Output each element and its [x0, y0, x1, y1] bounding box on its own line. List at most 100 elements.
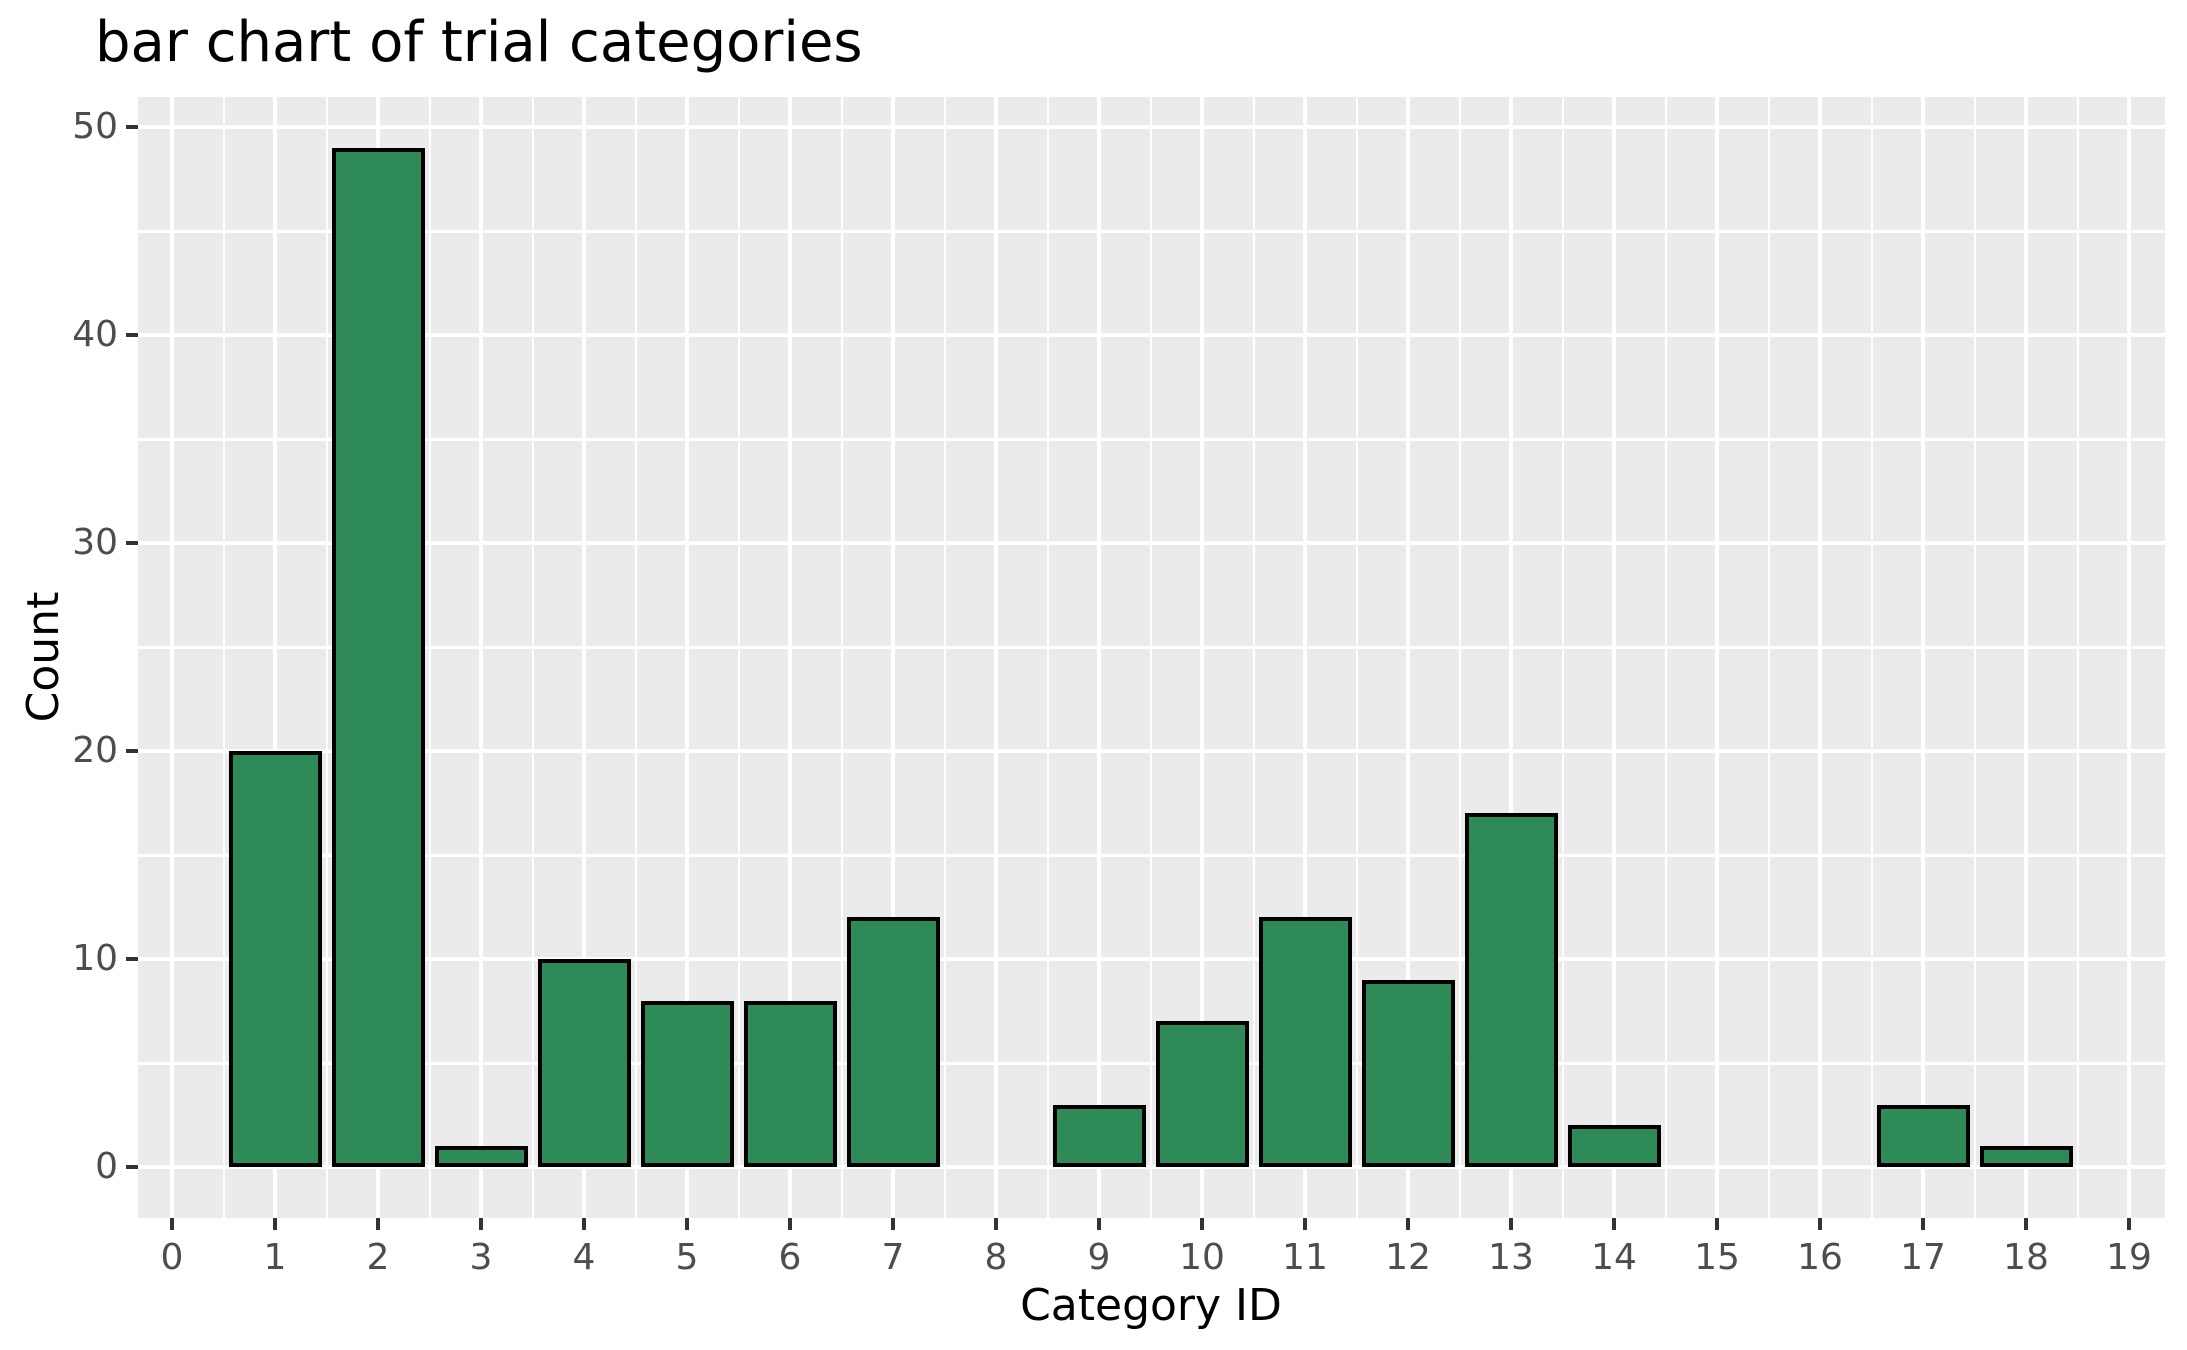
x-major-gridline: [1509, 97, 1513, 1218]
x-axis-tick-label: 5: [675, 1237, 699, 1278]
x-axis-tick-label: 3: [469, 1237, 493, 1278]
bar-category-11: [1258, 917, 1352, 1167]
x-axis-tick: [2127, 1218, 2131, 1230]
bar-category-17: [1876, 1104, 1970, 1167]
x-axis-tick-label: 10: [1179, 1237, 1225, 1278]
bar-category-10: [1155, 1021, 1249, 1167]
x-axis-tick: [479, 1218, 483, 1230]
x-axis-tick: [1200, 1218, 1204, 1230]
x-axis-tick: [1921, 1218, 1925, 1230]
y-major-gridline: [138, 749, 2165, 753]
x-axis-tick-label: 2: [366, 1237, 390, 1278]
x-major-gridline: [1715, 97, 1719, 1218]
x-minor-gridline: [222, 97, 225, 1218]
x-minor-gridline: [2076, 97, 2079, 1218]
x-axis-tick: [994, 1218, 998, 1230]
x-axis-tick-label: 16: [1797, 1237, 1843, 1278]
x-axis-tick-label: 18: [2003, 1237, 2049, 1278]
x-axis-tick: [1509, 1218, 1513, 1230]
bar-category-2: [331, 147, 425, 1167]
bar-category-18: [1979, 1146, 2073, 1167]
bar-category-12: [1361, 979, 1455, 1167]
x-minor-gridline: [1561, 97, 1564, 1218]
x-major-gridline: [273, 97, 277, 1218]
x-axis-tick-label: 6: [778, 1237, 802, 1278]
x-minor-gridline: [840, 97, 843, 1218]
x-major-gridline: [1303, 97, 1307, 1218]
x-axis-tick-label: 7: [881, 1237, 905, 1278]
x-major-gridline: [2127, 97, 2131, 1218]
x-major-gridline: [1818, 97, 1822, 1218]
x-major-gridline: [891, 97, 895, 1218]
x-axis-tick-label: 8: [984, 1237, 1008, 1278]
y-axis-tick-label: 20: [72, 730, 118, 771]
y-axis-tick-label: 30: [72, 522, 118, 563]
x-minor-gridline: [737, 97, 740, 1218]
x-minor-gridline: [1252, 97, 1255, 1218]
x-axis-tick: [2024, 1218, 2028, 1230]
x-axis-tick-label: 17: [1900, 1237, 1946, 1278]
x-axis-tick-label: 19: [2106, 1237, 2152, 1278]
x-axis-tick-label: 4: [572, 1237, 596, 1278]
x-axis-tick: [1818, 1218, 1822, 1230]
x-major-gridline: [1921, 97, 1925, 1218]
x-axis-tick-label: 9: [1087, 1237, 1111, 1278]
chart-title: bar chart of trial categories: [95, 10, 863, 75]
y-axis-tick: [126, 333, 138, 337]
y-axis-tick-label: 40: [72, 314, 118, 355]
bar-category-1: [228, 751, 322, 1167]
x-axis-tick-label: 12: [1385, 1237, 1431, 1278]
x-minor-gridline: [531, 97, 534, 1218]
x-minor-gridline: [1870, 97, 1873, 1218]
y-axis-tick: [126, 749, 138, 753]
x-major-gridline: [582, 97, 586, 1218]
x-axis-tick: [685, 1218, 689, 1230]
x-axis-tick: [891, 1218, 895, 1230]
x-major-gridline: [1097, 97, 1101, 1218]
y-major-gridline: [138, 125, 2165, 129]
x-major-gridline: [1406, 97, 1410, 1218]
x-major-gridline: [994, 97, 998, 1218]
x-axis-tick: [1097, 1218, 1101, 1230]
y-major-gridline: [138, 1165, 2165, 1169]
x-minor-gridline: [325, 97, 328, 1218]
x-major-gridline: [1612, 97, 1616, 1218]
x-axis-tick-label: 11: [1282, 1237, 1328, 1278]
bar-category-9: [1052, 1104, 1146, 1167]
bar-category-3: [434, 1146, 528, 1167]
bar-category-5: [640, 1000, 734, 1167]
y-major-gridline: [138, 333, 2165, 337]
plot-panel: [138, 97, 2165, 1218]
bar-category-14: [1567, 1125, 1661, 1167]
x-major-gridline: [685, 97, 689, 1218]
x-minor-gridline: [428, 97, 431, 1218]
x-major-gridline: [788, 97, 792, 1218]
x-minor-gridline: [1046, 97, 1049, 1218]
x-minor-gridline: [1767, 97, 1770, 1218]
y-major-gridline: [138, 957, 2165, 961]
x-axis-tick: [1612, 1218, 1616, 1230]
x-axis-tick: [170, 1218, 174, 1230]
x-minor-gridline: [943, 97, 946, 1218]
x-minor-gridline: [634, 97, 637, 1218]
y-axis-tick: [126, 125, 138, 129]
x-minor-gridline: [1355, 97, 1358, 1218]
x-axis-tick-label: 14: [1591, 1237, 1637, 1278]
bar-category-13: [1464, 813, 1558, 1167]
x-major-gridline: [1200, 97, 1204, 1218]
x-major-gridline: [170, 97, 174, 1218]
y-axis-tick-label: 50: [72, 106, 118, 147]
y-major-gridline: [138, 541, 2165, 545]
y-axis-tick-label: 0: [95, 1146, 118, 1187]
x-axis-tick-label: 1: [263, 1237, 287, 1278]
y-axis-tick-label: 10: [72, 938, 118, 979]
x-major-gridline: [479, 97, 483, 1218]
x-minor-gridline: [1973, 97, 1976, 1218]
y-axis-tick: [126, 957, 138, 961]
x-axis-tick: [376, 1218, 380, 1230]
x-axis-tick-label: 0: [160, 1237, 184, 1278]
x-minor-gridline: [1149, 97, 1152, 1218]
x-minor-gridline: [1458, 97, 1461, 1218]
x-axis-tick: [1715, 1218, 1719, 1230]
